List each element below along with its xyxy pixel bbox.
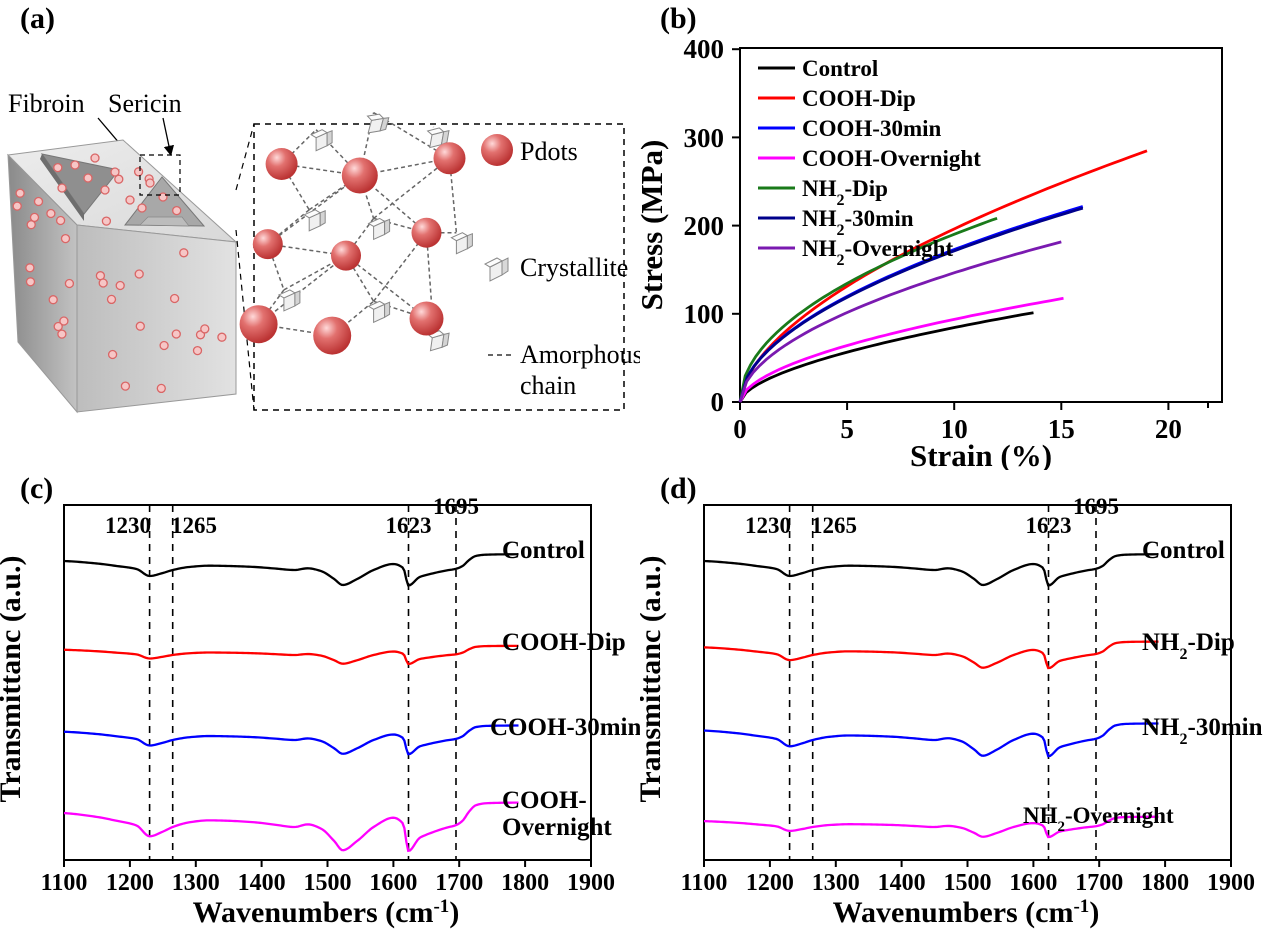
svg-text:1623: 1623: [1026, 513, 1072, 538]
svg-text:100: 100: [684, 299, 725, 329]
svg-text:Transmittanc (a.u.): Transmittanc (a.u.): [0, 556, 27, 803]
svg-text:1700: 1700: [1075, 870, 1123, 896]
svg-text:1500: 1500: [944, 870, 992, 896]
svg-text:COOH-30min: COOH-30min: [802, 116, 941, 141]
svg-text:20: 20: [1155, 414, 1182, 444]
svg-text:1300: 1300: [812, 870, 860, 896]
svg-text:Amorphous: Amorphous: [520, 340, 640, 369]
svg-text:1400: 1400: [238, 870, 286, 896]
svg-text:0: 0: [711, 387, 725, 417]
svg-text:Overnight: Overnight: [502, 814, 612, 841]
svg-text:1230: 1230: [105, 513, 151, 538]
svg-text:Control: Control: [802, 56, 878, 81]
svg-text:1600: 1600: [369, 870, 417, 896]
svg-text:Wavenumbers (cm-1): Wavenumbers (cm-1): [193, 896, 460, 930]
svg-text:NH2-Overnight: NH2-Overnight: [802, 236, 953, 269]
svg-text:COOH-30min: COOH-30min: [490, 714, 640, 741]
svg-text:NH2-Dip: NH2-Dip: [802, 176, 888, 209]
svg-text:1695: 1695: [1073, 494, 1119, 519]
svg-text:1695: 1695: [433, 494, 479, 519]
svg-text:NH2-30min: NH2-30min: [1142, 714, 1263, 748]
svg-text:400: 400: [684, 34, 725, 64]
svg-text:1500: 1500: [304, 870, 352, 896]
svg-text:NH2-30min: NH2-30min: [802, 206, 914, 239]
svg-text:1800: 1800: [1141, 870, 1189, 896]
svg-text:Crystallite: Crystallite: [520, 253, 628, 282]
svg-text:1400: 1400: [878, 870, 926, 896]
svg-text:Stress (MPa): Stress (MPa): [640, 140, 669, 311]
svg-text:1900: 1900: [567, 870, 615, 896]
svg-text:1800: 1800: [501, 870, 549, 896]
svg-text:Sericin: Sericin: [108, 89, 182, 118]
svg-text:5: 5: [840, 414, 854, 444]
svg-text:1300: 1300: [172, 870, 220, 896]
svg-text:Control: Control: [502, 537, 585, 564]
svg-text:chain: chain: [520, 371, 576, 400]
svg-text:1230: 1230: [745, 513, 791, 538]
svg-text:1700: 1700: [435, 870, 483, 896]
svg-text:Transmittanc (a.u.): Transmittanc (a.u.): [640, 556, 667, 803]
svg-text:1900: 1900: [1207, 870, 1255, 896]
svg-text:1200: 1200: [106, 870, 154, 896]
svg-text:1600: 1600: [1009, 870, 1057, 896]
svg-text:COOH-Dip: COOH-Dip: [502, 629, 626, 656]
svg-text:1100: 1100: [41, 870, 88, 896]
svg-text:1100: 1100: [681, 870, 728, 896]
svg-text:Control: Control: [1142, 537, 1225, 564]
svg-text:Wavenumbers (cm-1): Wavenumbers (cm-1): [833, 896, 1100, 930]
svg-text:300: 300: [684, 123, 725, 153]
svg-text:Pdots: Pdots: [520, 137, 578, 166]
svg-text:200: 200: [684, 211, 725, 241]
svg-text:1623: 1623: [386, 513, 432, 538]
svg-text:0: 0: [733, 414, 747, 444]
svg-text:1265: 1265: [811, 513, 857, 538]
svg-text:NH2-Dip: NH2-Dip: [1142, 629, 1235, 663]
svg-text:COOH-Overnight: COOH-Overnight: [802, 146, 981, 171]
svg-text:1265: 1265: [171, 513, 217, 538]
svg-text:Fibroin: Fibroin: [8, 89, 85, 118]
svg-text:Strain (%): Strain (%): [910, 438, 1052, 470]
svg-text:COOH-Dip: COOH-Dip: [802, 86, 916, 111]
svg-text:COOH-: COOH-: [502, 787, 587, 814]
svg-text:1200: 1200: [746, 870, 794, 896]
